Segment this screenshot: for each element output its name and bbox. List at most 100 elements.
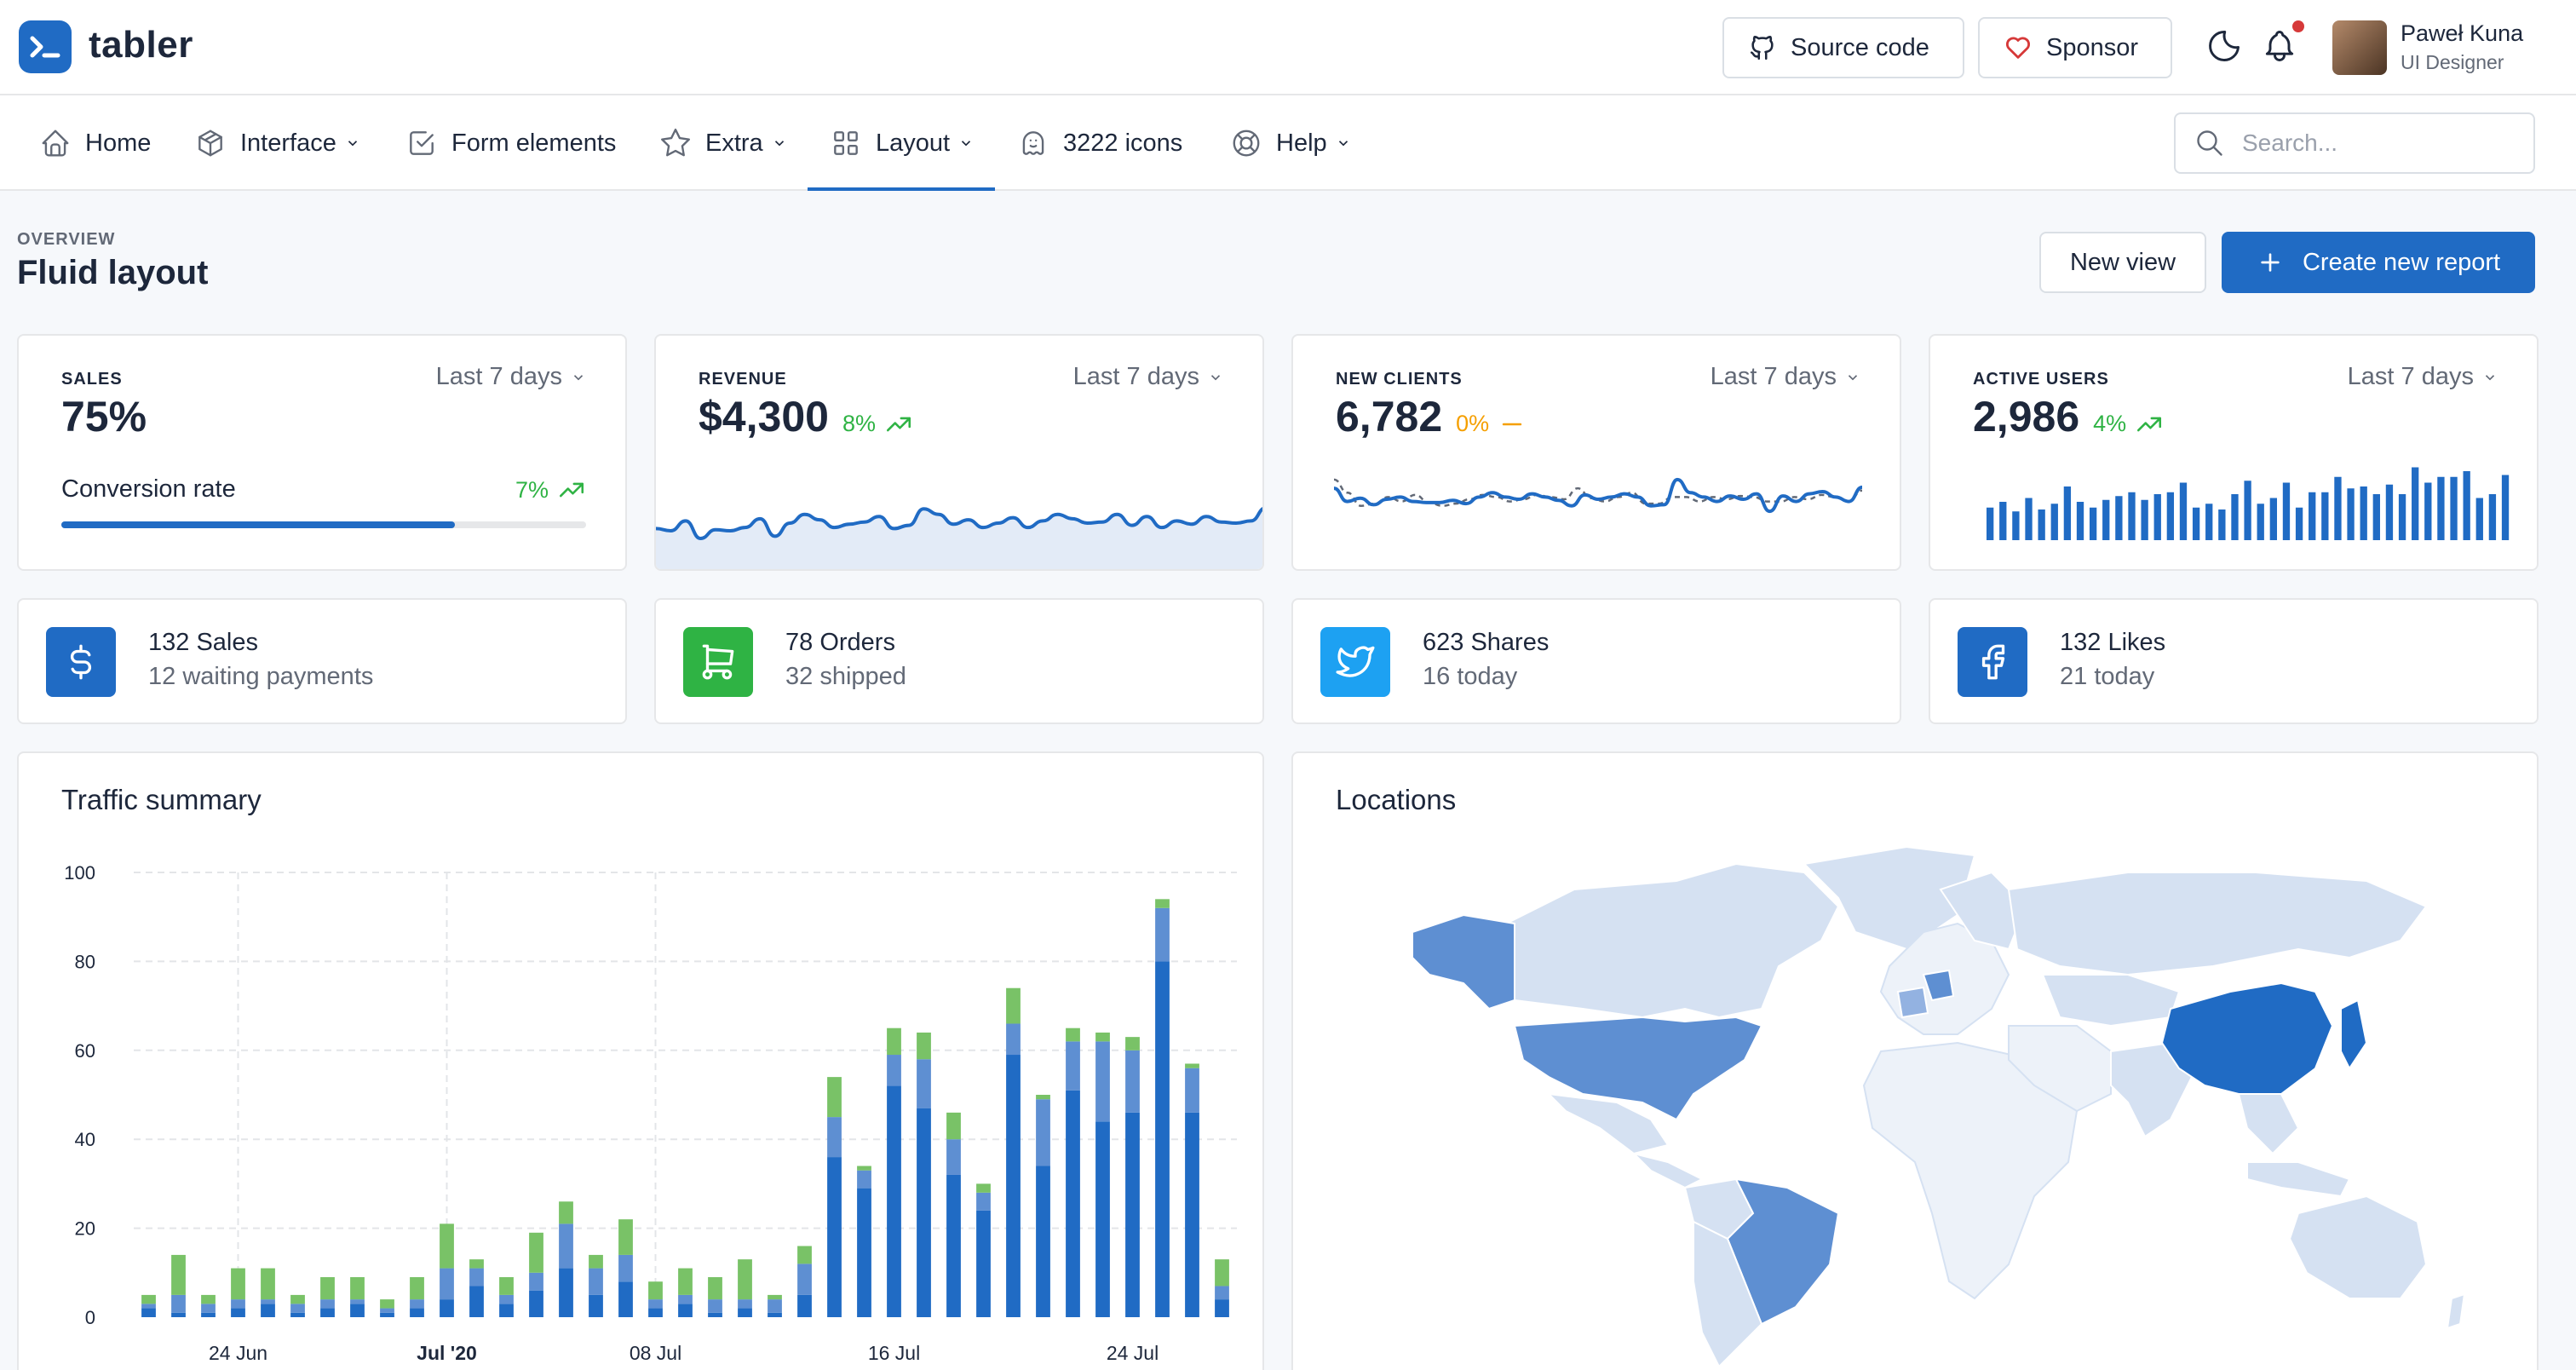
traffic-bar-segment [499, 1277, 514, 1295]
traffic-bar-segment [1125, 1037, 1140, 1051]
traffic-bar-segment [589, 1294, 603, 1317]
traffic-bar-segment [290, 1304, 305, 1313]
home-icon [42, 130, 69, 157]
nav-label: Help [1276, 129, 1327, 157]
traffic-bar-segment [768, 1312, 782, 1317]
search-input[interactable] [2242, 130, 2515, 157]
map-region-central-america [1630, 1152, 1705, 1189]
traffic-bar-segment [231, 1268, 245, 1300]
create-report-button[interactable]: Create new report [2222, 232, 2535, 293]
traffic-bar-segment [976, 1210, 991, 1317]
card-value: 2,986 [1973, 393, 2080, 440]
trending-up-icon [886, 417, 911, 431]
summary-title: 132 Sales [148, 629, 258, 656]
page-title: Fluid layout [17, 254, 209, 291]
traffic-bar-segment [1066, 1090, 1080, 1317]
active-users-bar [2398, 494, 2406, 540]
period-label: Last 7 days [1710, 363, 1837, 390]
layout-icon [834, 131, 858, 155]
nav-item-home[interactable]: Home [39, 95, 151, 191]
star-icon [660, 128, 691, 157]
change-value: 4% [2093, 411, 2127, 436]
checkbox-icon [410, 131, 434, 155]
traffic-bar-segment [440, 1268, 454, 1300]
map-region-mexico [1546, 1092, 1670, 1155]
map-region-alaska [1412, 913, 1515, 1010]
shopping-cart-icon [683, 627, 753, 697]
active-users-bar [2102, 499, 2110, 540]
period-dropdown[interactable]: Last 7 days [1073, 363, 1223, 391]
nav-item-interface[interactable]: Interface [194, 95, 360, 191]
nav-item-layout[interactable]: Layout [830, 95, 974, 191]
source-code-button[interactable]: Source code [1722, 17, 1964, 78]
map-region-middle-east [2008, 1025, 2112, 1113]
traffic-bar-segment [440, 1299, 454, 1317]
traffic-bar-segment [529, 1232, 543, 1273]
x-tick-label: 16 Jul [868, 1342, 920, 1364]
nav-item-extra[interactable]: Extra [659, 95, 787, 191]
traffic-bar-segment [231, 1308, 245, 1317]
nav-label: Extra [705, 129, 763, 157]
x-tick-label: 08 Jul [630, 1342, 681, 1364]
chevron-down-icon [961, 141, 971, 147]
trend-change: 8% [842, 410, 913, 439]
traffic-bar-segment [559, 1201, 573, 1224]
traffic-bar-segment [1006, 1055, 1021, 1317]
period-dropdown[interactable]: Last 7 days [436, 363, 586, 391]
card-value-row: 6,782 0% [1336, 392, 1527, 441]
active-tab-indicator [808, 187, 995, 191]
new-view-button[interactable]: New view [2039, 232, 2206, 293]
main-nav: Home Interface Form elements Extra Layou… [0, 95, 2576, 191]
user-name[interactable]: Paweł Kuna [2401, 20, 2524, 46]
traffic-bar-segment [708, 1299, 722, 1313]
user-role: UI Designer [2401, 51, 2504, 73]
traffic-bar-segment [320, 1308, 335, 1317]
nav-item-help[interactable]: Help [1230, 95, 1351, 191]
card-label: ACTIVE USERS [1973, 370, 2109, 389]
traffic-bar-segment [887, 1085, 901, 1317]
traffic-bar-segment [708, 1277, 722, 1300]
active-users-bar [2050, 504, 2058, 540]
sponsor-button[interactable]: Sponsor [1978, 17, 2172, 78]
page-pretitle: OVERVIEW [17, 230, 116, 249]
active-users-bar [2295, 507, 2303, 540]
active-users-bar [2412, 467, 2419, 540]
terminal-icon[interactable] [19, 20, 72, 73]
map-region-russia [2007, 872, 2428, 976]
bell-icon[interactable] [2261, 27, 2298, 65]
chevron-down-icon [2485, 374, 2495, 380]
moon-icon[interactable] [2205, 27, 2243, 65]
card-title: Traffic summary [61, 784, 262, 815]
nav-item-icons[interactable]: 3222 icons [1017, 95, 1182, 191]
nav-label: Layout [876, 129, 951, 157]
active-users-bar [2076, 502, 2084, 540]
period-dropdown[interactable]: Last 7 days [1711, 363, 1860, 391]
sales-card: SALES Last 7 days 75% Conversion rate 7% [17, 334, 627, 571]
map-region-australia [2288, 1194, 2428, 1299]
active-users-bar [2231, 494, 2239, 540]
active-users-bar [2360, 486, 2367, 540]
orders-summary-card: 78 Orders 32 shipped [654, 598, 1264, 724]
traffic-bar-segment [529, 1272, 543, 1291]
brand-name[interactable]: tabler [89, 24, 193, 66]
active-users-bar [2012, 511, 2020, 540]
lifebuoy-icon [1233, 130, 1260, 157]
card-label: REVENUE [699, 370, 787, 389]
x-tick-label: Jul '20 [417, 1342, 477, 1364]
likes-summary-card: 132 Likes 21 today [1929, 598, 2539, 724]
sponsor-label: Sponsor [2046, 33, 2139, 61]
search-box[interactable] [2174, 112, 2535, 174]
traffic-bar-segment [917, 1059, 931, 1108]
active-users-bar [1987, 507, 1994, 540]
active-users-bar [2450, 476, 2458, 540]
active-users-bar [2475, 498, 2483, 540]
nav-item-form-elements[interactable]: Form elements [405, 95, 616, 191]
traffic-bar-segment [589, 1254, 603, 1269]
avatar[interactable] [2332, 20, 2387, 75]
summary-subtitle: 21 today [2060, 663, 2155, 690]
active-users-bar [2218, 509, 2226, 540]
period-dropdown[interactable]: Last 7 days [2348, 363, 2498, 391]
traffic-bar-segment [946, 1139, 961, 1175]
traffic-bar-segment [231, 1299, 245, 1309]
revenue-area [656, 509, 1262, 569]
